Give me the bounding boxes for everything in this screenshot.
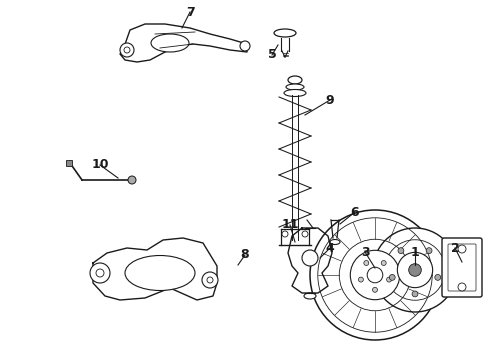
Text: 4: 4 (326, 242, 334, 255)
Circle shape (310, 210, 440, 340)
Polygon shape (120, 24, 247, 62)
Circle shape (90, 263, 110, 283)
Circle shape (240, 41, 250, 51)
Polygon shape (66, 160, 72, 166)
Circle shape (458, 245, 466, 253)
Circle shape (381, 261, 386, 265)
Text: 3: 3 (361, 246, 369, 258)
Ellipse shape (274, 29, 296, 37)
Circle shape (302, 250, 318, 266)
Circle shape (389, 274, 395, 280)
Circle shape (282, 231, 288, 237)
Ellipse shape (125, 256, 195, 291)
FancyBboxPatch shape (442, 238, 482, 297)
Circle shape (207, 277, 213, 283)
Circle shape (387, 277, 392, 282)
Circle shape (96, 269, 104, 277)
Circle shape (302, 231, 308, 237)
Text: 5: 5 (268, 49, 276, 62)
Polygon shape (93, 238, 217, 300)
Ellipse shape (330, 239, 340, 244)
Ellipse shape (151, 34, 189, 52)
Circle shape (202, 272, 218, 288)
Circle shape (397, 252, 433, 288)
Text: 7: 7 (186, 5, 195, 18)
Circle shape (435, 274, 441, 280)
Circle shape (458, 283, 466, 291)
Circle shape (398, 248, 404, 253)
Circle shape (426, 248, 432, 253)
Text: 9: 9 (326, 94, 334, 107)
Polygon shape (288, 228, 332, 293)
Circle shape (412, 291, 418, 297)
Circle shape (350, 250, 400, 300)
Text: 10: 10 (91, 158, 109, 171)
Circle shape (367, 267, 383, 283)
Circle shape (128, 176, 136, 184)
Text: 11: 11 (281, 219, 299, 231)
Circle shape (372, 287, 377, 292)
Text: 1: 1 (411, 246, 419, 258)
Text: 6: 6 (351, 206, 359, 219)
Ellipse shape (284, 90, 306, 96)
Circle shape (124, 47, 130, 53)
Text: 2: 2 (451, 242, 460, 255)
Ellipse shape (286, 84, 304, 90)
Circle shape (409, 264, 421, 276)
Circle shape (120, 43, 134, 57)
Ellipse shape (288, 76, 302, 84)
Ellipse shape (304, 293, 316, 299)
Circle shape (373, 228, 457, 312)
Circle shape (359, 277, 364, 282)
Text: 8: 8 (241, 248, 249, 261)
Circle shape (364, 261, 369, 265)
